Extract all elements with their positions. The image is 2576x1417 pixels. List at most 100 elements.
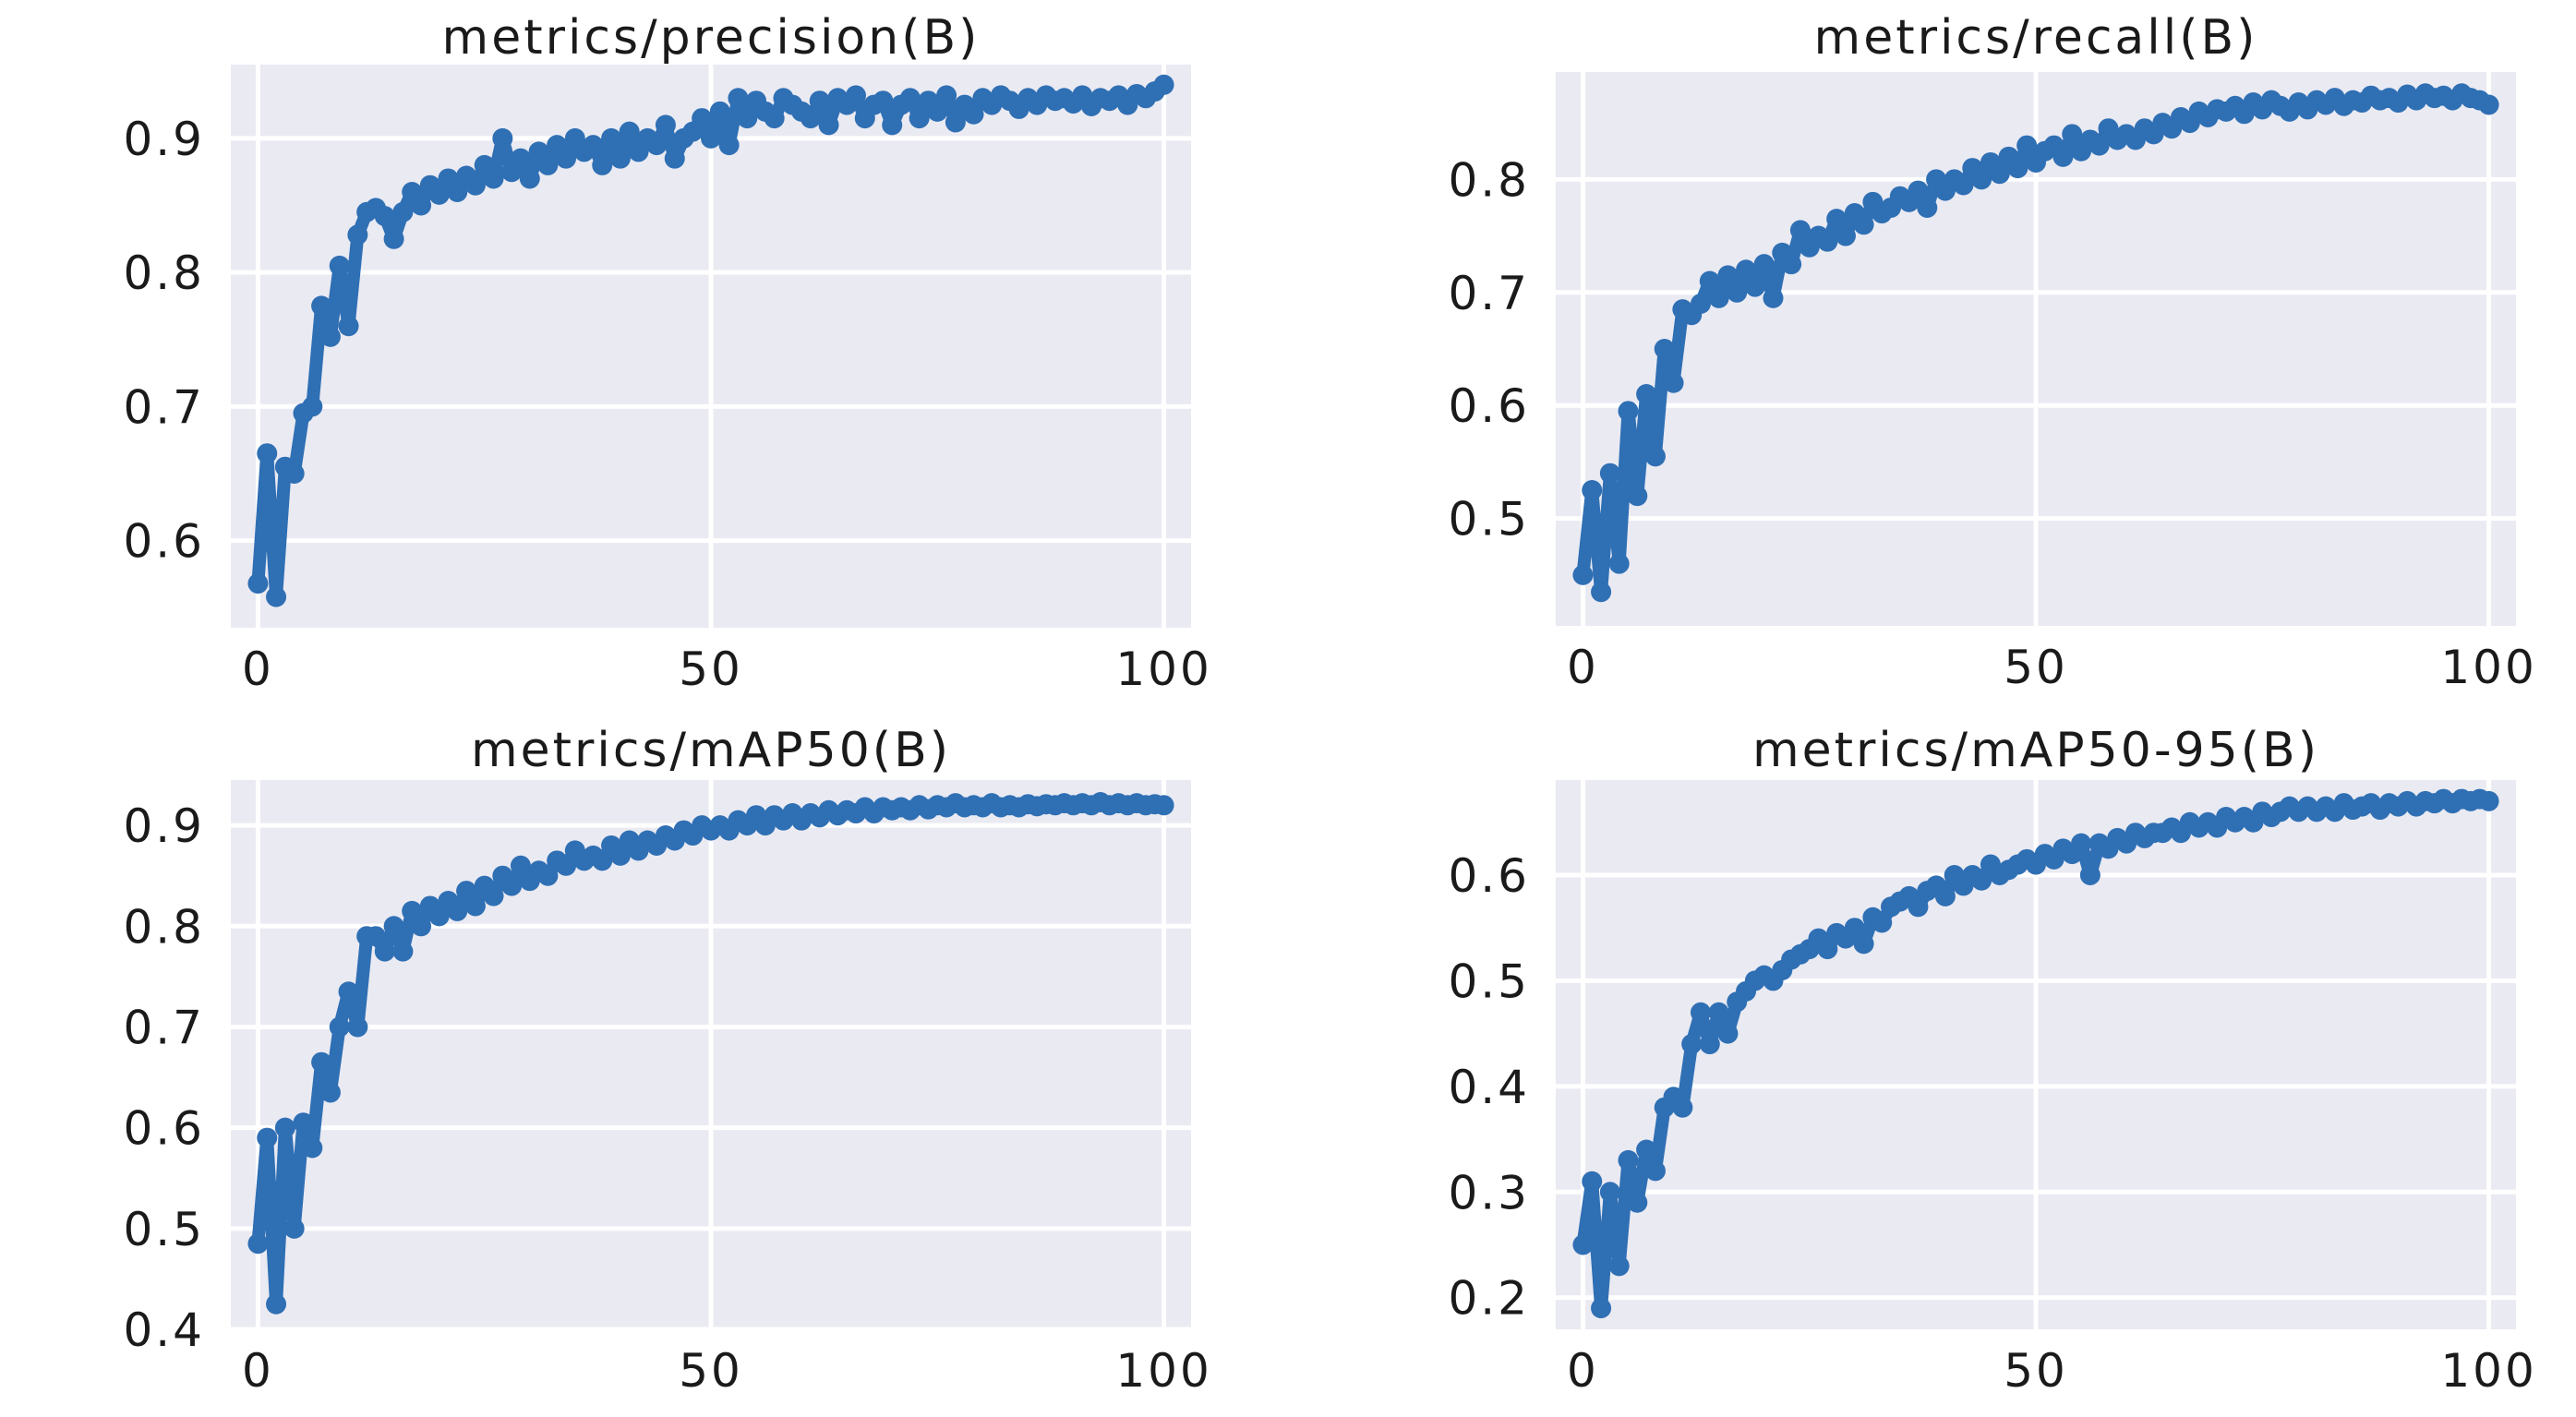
data-point: [257, 443, 278, 464]
data-point: [247, 573, 269, 594]
data-point: [845, 85, 866, 106]
data-point: [1717, 1023, 1739, 1044]
data-point: [1763, 287, 1784, 308]
data-point: [2088, 135, 2110, 156]
data-point: [1572, 564, 1594, 585]
y-tick-label: 0.4: [1448, 1061, 1530, 1114]
y-tick-label: 0.8: [123, 900, 205, 954]
data-point: [283, 1218, 305, 1239]
data-point: [909, 108, 930, 129]
data-point: [1153, 795, 1174, 816]
data-point: [619, 121, 640, 142]
y-tick-label: 0.4: [123, 1303, 205, 1357]
data-point: [1627, 486, 1648, 507]
data-point: [556, 148, 577, 169]
data-point: [383, 228, 404, 249]
data-point: [374, 941, 395, 962]
data-point: [655, 114, 676, 136]
data-point: [1654, 339, 1675, 359]
data-point: [392, 941, 414, 962]
y-tick-label: 0.6: [123, 1102, 205, 1156]
data-point: [1844, 918, 1865, 939]
data-point: [247, 1233, 269, 1255]
x-tick-label: 0: [1567, 641, 1599, 694]
data-point: [1708, 1002, 1729, 1023]
y-tick-label: 0.5: [1448, 955, 1530, 1008]
data-point: [428, 184, 450, 205]
data-point: [927, 101, 948, 122]
data-point: [718, 135, 740, 156]
data-point: [1644, 1160, 1666, 1182]
data-point: [800, 108, 821, 129]
data-point: [483, 885, 504, 907]
data-point: [302, 396, 323, 417]
data-point: [338, 316, 359, 337]
data-point: [428, 906, 450, 927]
data-point: [1908, 180, 1929, 201]
data-point: [1835, 225, 1856, 246]
data-point: [809, 90, 830, 112]
data-point: [1608, 1255, 1630, 1277]
data-point: [319, 326, 341, 347]
data-point: [1672, 1097, 1693, 1118]
data-point: [2016, 135, 2038, 156]
data-point: [464, 174, 486, 196]
data-point: [692, 108, 713, 129]
data-point: [510, 148, 531, 169]
data-point: [601, 127, 622, 149]
data-point: [510, 855, 531, 876]
y-tick-label: 0.8: [1448, 153, 1530, 207]
x-tick-label: 50: [2004, 1344, 2068, 1398]
subplot-recall: metrics/recall(B) 0 50 100 0.5 0.6 0.7 0.8: [1448, 10, 2536, 694]
data-point: [1736, 259, 1757, 281]
data-point: [1971, 870, 1992, 891]
data-point: [1690, 294, 1711, 315]
x-tick-label: 100: [2440, 1344, 2536, 1398]
data-point: [411, 195, 432, 216]
data-point: [1599, 1182, 1620, 1203]
data-point: [664, 148, 685, 169]
data-point: [1934, 885, 1956, 907]
data-point: [464, 895, 486, 917]
x-tick-label: 100: [1115, 642, 1211, 696]
data-point: [1618, 1149, 1639, 1171]
y-tick-label: 0.9: [123, 113, 205, 166]
y-tick-label: 0.8: [123, 246, 205, 300]
data-point: [592, 850, 613, 871]
subplot-title: metrics/mAP50-95(B): [1752, 723, 2319, 778]
x-tick-label: 100: [2440, 641, 2536, 694]
data-point: [2478, 790, 2499, 811]
data-point: [347, 224, 368, 246]
data-point: [1627, 1192, 1648, 1213]
y-tick-label: 0.5: [1448, 493, 1530, 546]
data-point: [392, 201, 414, 222]
data-point: [1708, 287, 1729, 308]
subplot-map50-95: metrics/mAP50-95(B) 0 50 100 0.2 0.3 0.4 0.5 0.…: [1448, 723, 2536, 1398]
data-point: [701, 127, 721, 149]
y-tick-label: 0.6: [1448, 379, 1530, 433]
data-point: [1582, 1171, 1603, 1192]
data-point: [609, 148, 631, 169]
data-point: [1636, 383, 1657, 404]
data-point: [266, 586, 287, 607]
x-tick-label: 50: [2004, 641, 2068, 694]
data-point: [1699, 1034, 1720, 1055]
data-point: [519, 168, 540, 189]
data-point: [311, 295, 332, 317]
subplot-title: metrics/mAP50(B): [471, 723, 951, 778]
data-point: [266, 1293, 287, 1315]
data-point: [2079, 864, 2101, 885]
data-point: [899, 88, 921, 109]
data-point: [737, 108, 758, 129]
data-point: [537, 865, 559, 886]
data-point: [1971, 169, 1992, 190]
data-point: [1781, 254, 1802, 275]
x-tick-label: 100: [1115, 1344, 1211, 1398]
data-point: [609, 845, 631, 866]
data-point: [592, 154, 613, 175]
subplot-title: metrics/precision(B): [442, 10, 981, 66]
data-point: [329, 1016, 350, 1038]
data-point: [2052, 146, 2074, 167]
data-point: [501, 875, 523, 896]
